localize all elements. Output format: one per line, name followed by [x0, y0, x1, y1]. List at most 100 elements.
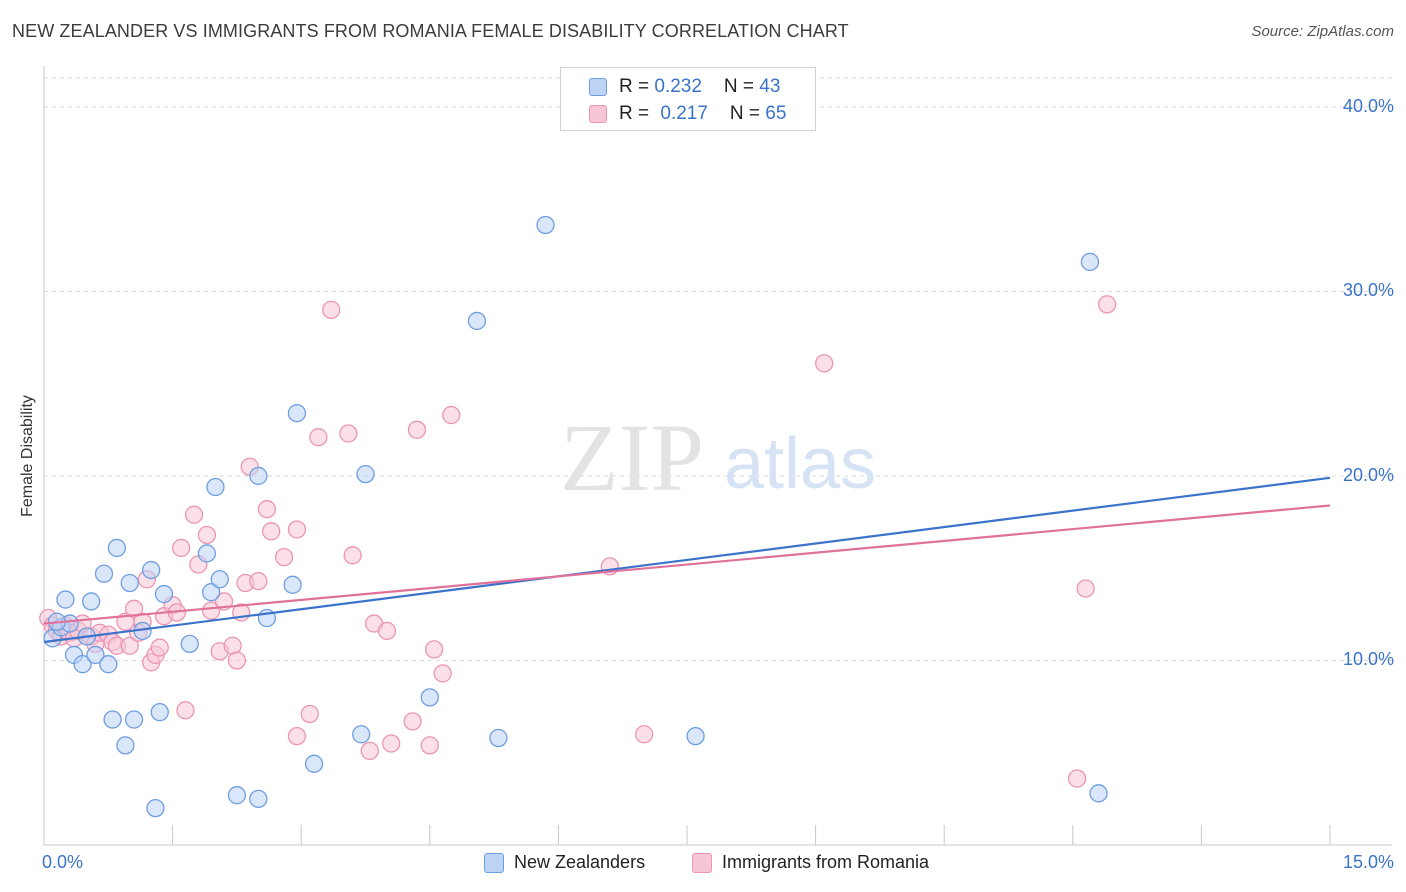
nz-point — [489, 728, 508, 748]
legend-n-value: 65 — [765, 103, 787, 124]
romania-point — [262, 522, 281, 541]
nz-point — [249, 789, 268, 809]
nz-point — [1080, 252, 1100, 272]
nz-point — [283, 575, 302, 594]
nz-point — [107, 538, 127, 558]
legend-n-label: N = — [723, 76, 760, 97]
romania-point — [249, 571, 268, 591]
axes — [43, 66, 1392, 846]
nz-point — [1089, 784, 1108, 803]
romania-point — [433, 664, 452, 683]
gridlines — [44, 77, 1392, 661]
romania-point — [343, 546, 362, 565]
trend-lines — [43, 476, 1331, 644]
nz-point — [304, 754, 324, 773]
legend-swatch-nz — [589, 78, 607, 96]
nz-point — [352, 725, 371, 744]
romania-point — [150, 638, 169, 657]
nz-point — [154, 584, 174, 604]
romania-point — [257, 500, 277, 519]
nz-point — [120, 573, 139, 593]
nz-point — [56, 590, 75, 609]
romania-point — [124, 599, 144, 618]
romania-point — [360, 741, 379, 761]
nz-point — [536, 215, 555, 235]
romania-point — [634, 725, 654, 744]
series-nz-points — [43, 215, 1108, 818]
watermark-atlas: atlas — [724, 424, 876, 504]
y-tick-label: 20.0% — [1342, 464, 1394, 485]
romania-point — [420, 736, 439, 755]
romania-point — [184, 505, 204, 524]
romania-point — [424, 640, 444, 659]
nz-point — [99, 655, 118, 674]
romania-point — [322, 300, 341, 320]
romania-point — [1097, 295, 1117, 314]
legend-n-label: N = — [729, 103, 766, 124]
nz-point — [116, 736, 135, 755]
nz-point — [467, 311, 487, 331]
nz-point — [180, 634, 199, 654]
legend-swatch-romania — [589, 105, 607, 123]
y-tick-label: 10.0% — [1342, 649, 1394, 670]
romania-point — [407, 420, 427, 439]
correlation-legend: R = 0.232 N = 43 R = 0.217 N = 65 — [560, 67, 816, 131]
legend-r-value: 0.217 — [660, 103, 708, 124]
y-tick-label: 40.0% — [1342, 95, 1394, 116]
source-label: Source: ZipAtlas.com — [1251, 23, 1394, 40]
nz-point — [420, 688, 439, 707]
trend-line-romania — [43, 504, 1331, 625]
romania-point — [172, 538, 191, 558]
legend-r-label: R = — [619, 103, 655, 124]
legend-r-value: 0.232 — [654, 76, 702, 97]
nz-point — [210, 570, 229, 589]
nz-point — [227, 786, 247, 805]
legend-n-value: 43 — [759, 76, 781, 97]
nz-point — [124, 710, 144, 729]
nz-point — [206, 477, 225, 497]
legend-row-nz: R = 0.232 N = 43 — [589, 74, 780, 100]
nz-point — [356, 464, 375, 484]
legend-r-label: R = — [619, 76, 655, 97]
nz-point — [686, 726, 705, 746]
nz-point — [202, 583, 221, 602]
romania-point — [815, 354, 834, 373]
chart-title: NEW ZEALANDER VS IMMIGRANTS FROM ROMANIA… — [12, 21, 849, 41]
romania-point — [287, 520, 307, 539]
legend-label-romania: Immigrants from Romania — [722, 852, 930, 872]
nz-point — [82, 592, 101, 611]
nz-point — [197, 544, 217, 563]
legend-item-nz[interactable]: New Zealanders — [484, 852, 645, 873]
nz-point — [249, 466, 268, 486]
y-tick-label: 30.0% — [1342, 280, 1394, 301]
nz-point — [150, 702, 169, 722]
romania-point — [202, 601, 221, 620]
romania-point — [120, 636, 139, 655]
romania-point — [339, 424, 358, 443]
nz-point — [142, 560, 161, 580]
romania-point — [403, 712, 422, 731]
nz-point — [94, 564, 114, 583]
romania-point — [176, 701, 195, 720]
x-tick-min: 0.0% — [42, 852, 84, 872]
romania-point — [1076, 579, 1095, 598]
romania-point — [377, 621, 397, 641]
romania-point — [442, 405, 461, 425]
legend-swatch-romania — [692, 852, 712, 873]
romania-point — [287, 726, 307, 746]
romania-point — [382, 734, 401, 753]
series-romania-points — [39, 295, 1117, 788]
watermark-zip: ZIP — [560, 404, 704, 511]
romania-point — [309, 428, 328, 447]
nz-point — [103, 710, 122, 729]
legend-label-nz: New Zealanders — [514, 852, 646, 872]
nz-point — [146, 798, 165, 818]
legend-swatch-nz — [484, 852, 504, 873]
series-legend: New Zealanders Immigrants from Romania — [0, 852, 1406, 878]
watermark: ZIP atlas — [560, 404, 876, 511]
nz-point — [86, 645, 105, 665]
trend-line-nz — [43, 476, 1331, 644]
legend-item-romania[interactable]: Immigrants from Romania — [692, 852, 929, 873]
romania-point — [227, 651, 247, 670]
